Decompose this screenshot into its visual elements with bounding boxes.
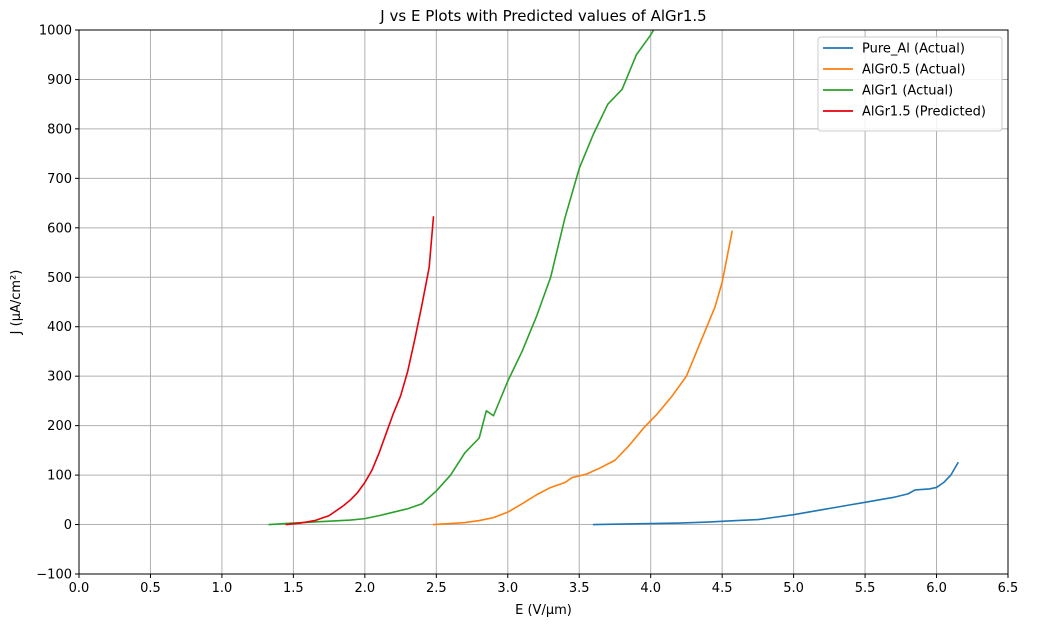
x-tick-label: 0.0 <box>69 581 90 596</box>
y-tick-label: 1000 <box>39 24 72 39</box>
series-line-pure-al-actual <box>592 461 959 526</box>
chart-title: J vs E Plots with Predicted values of Al… <box>379 7 706 25</box>
x-tick-label: 2.5 <box>426 581 447 596</box>
y-axis-label: J (µA/cm²) <box>9 270 24 336</box>
y-tick-label: 500 <box>47 271 72 286</box>
legend-label: AlGr0.5 (Actual) <box>862 63 966 78</box>
y-tick-label: 300 <box>47 370 72 385</box>
y-axis-ticks: −100 0 100 200 300 400 500 600 700 800 900 1000 <box>36 24 79 583</box>
x-tick-label: 6.0 <box>926 581 947 596</box>
x-tick-label: 5.0 <box>783 581 804 596</box>
y-tick-label: 600 <box>47 221 72 236</box>
x-tick-label: 3.5 <box>569 581 590 596</box>
series-line-algr0-5-actual <box>432 230 733 526</box>
y-tick-label: 700 <box>47 172 72 187</box>
x-tick-label: 5.5 <box>855 581 876 596</box>
y-tick-label: 900 <box>47 73 72 88</box>
series-line-algr1-actual <box>268 30 655 526</box>
legend-label: AlGr1.5 (Predicted) <box>862 105 986 120</box>
y-tick-label: −100 <box>36 568 72 583</box>
legend-box <box>817 36 1003 132</box>
x-axis-ticks: 0.0 0.5 1.0 1.5 2.0 2.5 3.0 3.5 4.0 4.5 5.0 5.5 6.0 6… <box>69 574 1019 596</box>
x-tick-label: 4.0 <box>640 581 661 596</box>
x-tick-label: 0.5 <box>140 581 161 596</box>
y-tick-label: 800 <box>47 122 72 137</box>
y-tick-label: 0 <box>64 518 72 533</box>
legend: Pure_Al (Actual) AlGr0.5 (Actual) AlGr1 (A… <box>817 36 1003 132</box>
x-tick-label: 1.0 <box>212 581 233 596</box>
x-tick-label: 4.5 <box>712 581 733 596</box>
x-axis-label: E (V/µm) <box>515 603 572 618</box>
plot-frame <box>78 29 1009 575</box>
y-tick-label: 100 <box>47 469 72 484</box>
y-tick-label: 400 <box>47 320 72 335</box>
x-tick-label: 6.5 <box>998 581 1019 596</box>
x-tick-label: 3.0 <box>497 581 518 596</box>
y-tick-label: 200 <box>47 419 72 434</box>
legend-label: Pure_Al (Actual) <box>862 42 965 57</box>
x-tick-label: 1.5 <box>283 581 304 596</box>
series-lines <box>268 30 959 526</box>
legend-label: AlGr1 (Actual) <box>862 84 953 99</box>
series-line-algr1-5-predicted <box>285 216 435 526</box>
x-tick-label: 2.0 <box>355 581 376 596</box>
